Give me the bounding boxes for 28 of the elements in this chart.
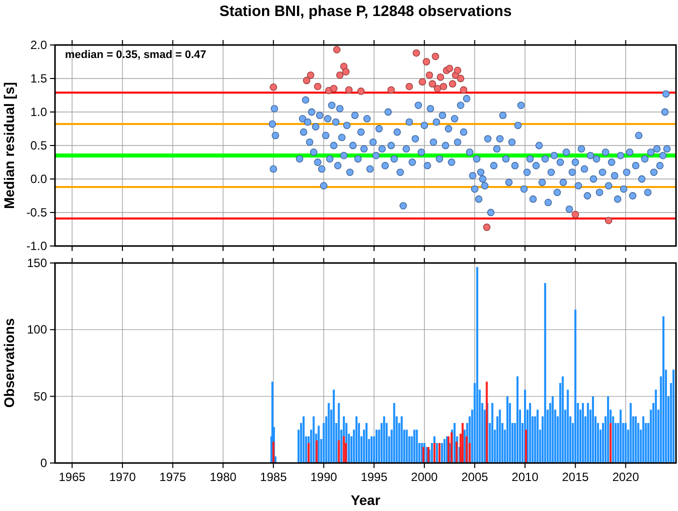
x-tick-label: 2015 — [562, 470, 590, 484]
x-tick-label: 1975 — [159, 470, 186, 484]
x-tick-label: 1970 — [109, 470, 136, 484]
x-tick-label: 2020 — [612, 470, 640, 484]
x-tick-label: 1980 — [210, 470, 237, 484]
y-tick-label: 150 — [26, 256, 48, 270]
x-tick-label: 1985 — [260, 470, 288, 484]
x-tick-label: 1990 — [310, 470, 338, 484]
annotation: median = 0.35, smad = 0.47 — [65, 49, 206, 61]
y-tick-label: 1.0 — [30, 105, 48, 119]
y-tick-label: -0.5 — [26, 206, 48, 220]
y-tick-label: 0.0 — [30, 172, 48, 186]
x-tick-label: 1995 — [360, 470, 388, 484]
y-axis-title: Observations — [1, 318, 17, 408]
y-tick-label: -1.0 — [26, 239, 48, 253]
y-tick-label: 0 — [40, 456, 48, 470]
y-tick-label: 100 — [26, 322, 48, 337]
y-tick-label: 1.5 — [30, 72, 48, 86]
chart-title: Station BNI, phase P, 12848 observations — [219, 3, 512, 20]
y-tick-label: 2.0 — [30, 38, 48, 52]
x-tick-label: 2005 — [461, 470, 488, 484]
x-tick-label: 2010 — [512, 470, 539, 484]
x-tick-label: 1965 — [58, 470, 86, 484]
y-tick-label: 0.5 — [30, 138, 48, 152]
y-axis-title: Median residual [s] — [1, 82, 17, 209]
x-tick-label: 2000 — [411, 470, 438, 484]
x-axis-title: Year — [350, 492, 381, 508]
y-tick-label: 50 — [34, 389, 48, 404]
